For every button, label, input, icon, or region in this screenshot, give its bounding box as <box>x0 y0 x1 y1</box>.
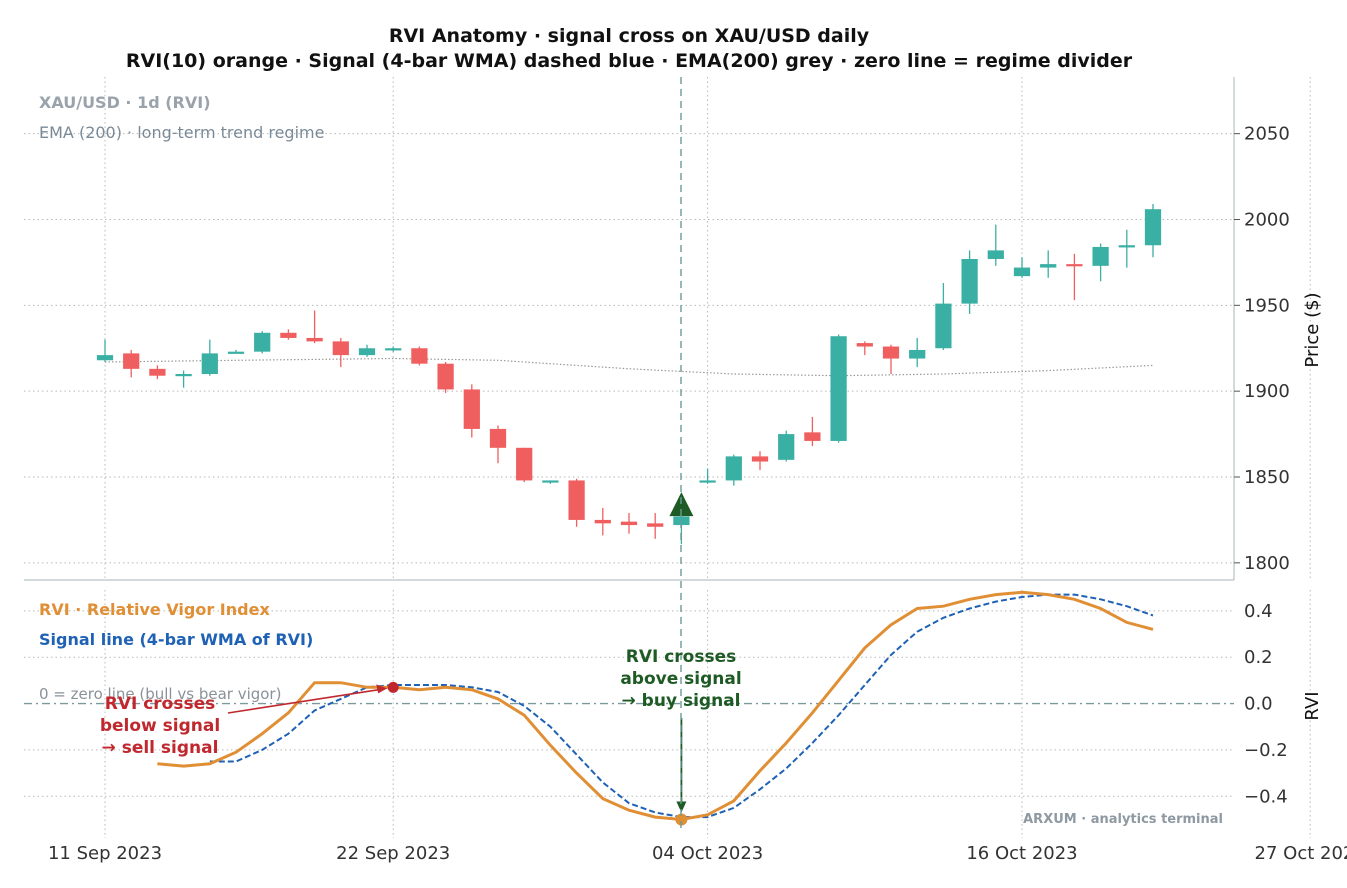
watermark: ARXUM · analytics terminal <box>1023 812 1223 827</box>
buy-cross-dot <box>675 813 688 826</box>
sell-annotation: RVI crosses below signal → sell signal <box>100 694 220 758</box>
rvi-tick-label: 0.2 <box>1244 647 1273 668</box>
chart-subtitle: RVI(10) orange · Signal (4-bar WMA) dash… <box>126 50 1133 72</box>
price-y-axis: 1800 1850 1900 1950 2000 2050 <box>1234 124 1290 574</box>
candle-body <box>1040 264 1057 268</box>
candle-body <box>280 332 297 338</box>
rvi-legend-label: RVI · Relative Vigor Index <box>39 600 270 619</box>
candle-body <box>1066 264 1083 267</box>
candle-body <box>542 480 559 483</box>
buy-arrow-head <box>676 801 687 813</box>
rvi-grid <box>24 590 1311 838</box>
candle-body <box>804 432 821 441</box>
sell-annotation-line2: below signal <box>100 716 220 736</box>
buy-annotation-line1: RVI crosses <box>626 647 737 667</box>
rvi-tick-label: 0.0 <box>1244 694 1273 715</box>
price-tick-label: 2000 <box>1244 209 1290 230</box>
rvi-line <box>157 590 1154 822</box>
candle-body <box>489 428 507 448</box>
rvi-tick-label: −0.4 <box>1244 786 1288 807</box>
candle-body <box>620 521 638 526</box>
candle-body <box>201 353 218 374</box>
candle-body <box>909 349 926 359</box>
candle-body <box>1144 209 1162 246</box>
rvi-axis-label: RVI <box>1302 691 1323 720</box>
price-tick-label: 1900 <box>1244 381 1290 402</box>
sell-annotation-line1: RVI crosses <box>105 694 216 714</box>
candle-body <box>935 303 952 349</box>
price-axis-label: Price ($) <box>1302 292 1323 367</box>
zero-line-label: 0 = zero line (bull vs bear vigor) <box>39 685 281 703</box>
price-grid <box>24 77 1311 580</box>
candle-body <box>594 519 611 524</box>
candle-body <box>149 368 166 376</box>
candle-body <box>332 341 349 356</box>
ema-layer <box>104 357 1154 377</box>
candle-body <box>830 336 847 441</box>
price-tick-label: 1800 <box>1244 553 1290 574</box>
rvi-tick-label: −0.2 <box>1244 740 1288 761</box>
x-tick-label: 11 Sep 2023 <box>48 843 162 864</box>
price-legend-title: XAU/USD · 1d (RVI) <box>39 93 211 112</box>
signal-line <box>209 593 1154 819</box>
ema200-line <box>104 357 1154 377</box>
buy-annotation: RVI crosses above signal → buy signal <box>620 647 741 711</box>
rvi-y-axis: −0.4 −0.2 0.0 0.2 0.4 <box>1244 601 1288 807</box>
candle-body <box>516 447 533 481</box>
candles-layer <box>96 204 1162 544</box>
candle-body <box>856 343 873 347</box>
x-tick-label: 22 Sep 2023 <box>336 843 450 864</box>
candle-body <box>175 373 192 377</box>
markers-layer <box>227 492 694 826</box>
candle-body <box>647 523 664 527</box>
x-tick-label: 27 Oct 2023 <box>1255 843 1347 864</box>
candle-body <box>96 355 114 361</box>
x-tick-label: 16 Oct 2023 <box>966 843 1077 864</box>
x-tick-label: 04 Oct 2023 <box>652 843 763 864</box>
candle-body <box>1013 267 1031 277</box>
price-tick-label: 2050 <box>1244 124 1290 145</box>
candle-body <box>254 332 271 352</box>
candle-body <box>751 456 769 462</box>
candle-body <box>699 480 716 483</box>
candle-body <box>123 353 140 369</box>
rvi-tick-label: 0.4 <box>1244 601 1273 622</box>
candle-body <box>673 516 690 526</box>
sell-arrow-head <box>376 684 388 694</box>
sell-cross-dot <box>387 681 399 693</box>
price-tick-label: 1950 <box>1244 295 1290 316</box>
candle-body <box>961 258 978 304</box>
rvi-layer <box>157 590 1154 822</box>
candle-body <box>882 346 900 359</box>
candle-body <box>358 348 376 356</box>
candle-body <box>1118 245 1135 248</box>
candle-body <box>778 434 795 460</box>
buy-triangle-marker <box>669 492 694 517</box>
candle-body <box>227 351 245 354</box>
x-axis: 11 Sep 2023 22 Sep 2023 04 Oct 2023 16 Oct … <box>48 843 1347 864</box>
candle-body <box>385 348 402 351</box>
price-tick-label: 1850 <box>1244 467 1290 488</box>
candle-body <box>306 337 323 342</box>
ema-legend-label: EMA (200) · long-term trend regime <box>39 123 324 142</box>
sell-annotation-line3: → sell signal <box>102 738 219 758</box>
candle-body <box>1092 246 1109 266</box>
signal-legend-label: Signal line (4-bar WMA of RVI) <box>39 630 313 649</box>
candle-body <box>437 363 454 390</box>
buy-annotation-line3: → buy signal <box>622 691 741 711</box>
candle-body <box>463 389 480 429</box>
candle-body <box>568 480 585 520</box>
candle-body <box>987 250 1004 259</box>
chart-title: RVI Anatomy · signal cross on XAU/USD da… <box>389 25 870 47</box>
buy-annotation-line2: above signal <box>620 669 741 689</box>
candle-body <box>411 348 428 364</box>
sell-annotation-arrow <box>227 688 382 714</box>
candle-body <box>725 456 742 481</box>
